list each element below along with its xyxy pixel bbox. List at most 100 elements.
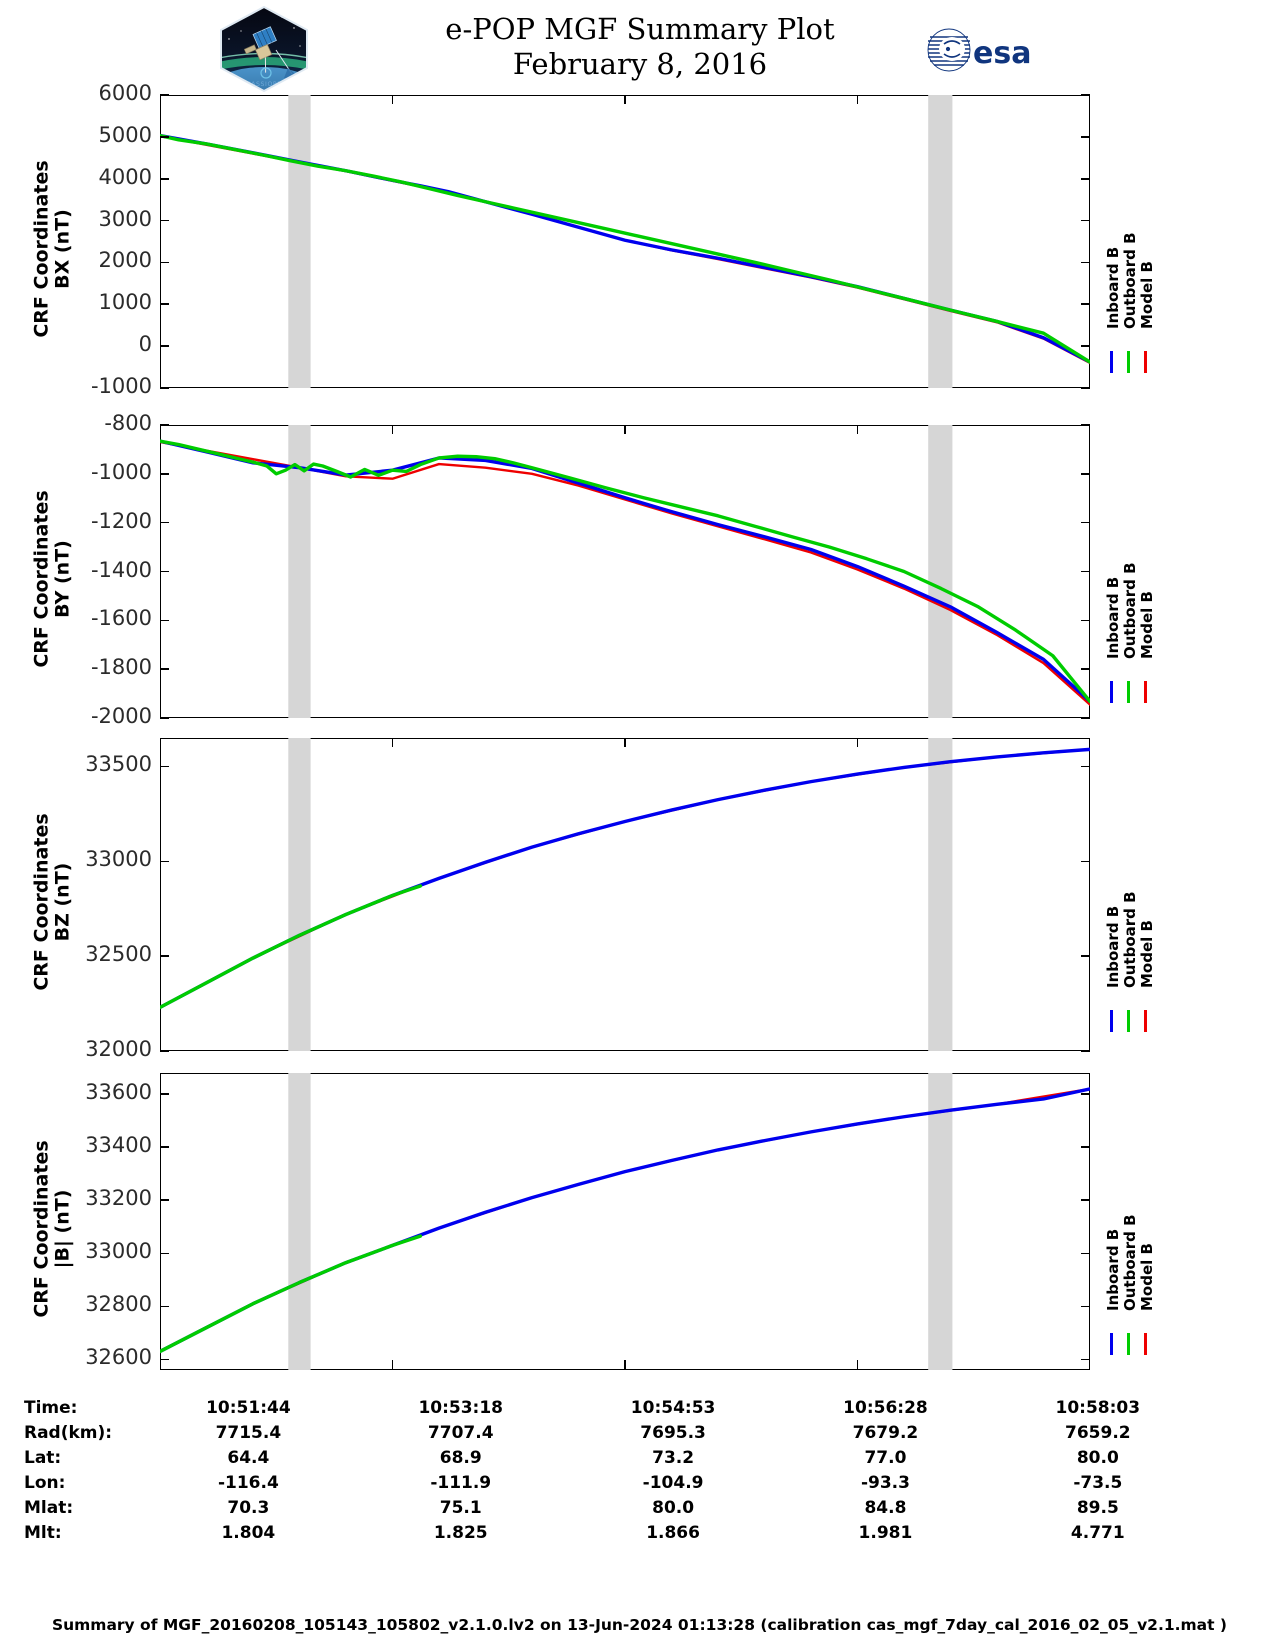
- y-axis-label-line1: CRF Coordinates: [30, 1139, 52, 1318]
- legend-swatch-inboard: [1110, 681, 1113, 704]
- y-tick-label: 33400: [85, 1133, 152, 1158]
- shaded-band-0: [288, 95, 311, 388]
- legend-label-inboard: Inboard B: [1104, 577, 1122, 660]
- table-row-label: Lon:: [24, 1473, 66, 1493]
- legend-panel-3: Inboard B Outboard B Model B: [1104, 1073, 1214, 1370]
- legend-panel-2: Inboard B Outboard B Model B: [1104, 738, 1214, 1051]
- footer-summary-text: Summary of MGF_20160208_105143_105802_v2…: [51, 1616, 1228, 1634]
- y-tickmark: [160, 955, 169, 957]
- y-tickmark-right: [1081, 570, 1090, 573]
- y-tickmark-right: [1081, 619, 1090, 622]
- y-tickmark: [160, 1199, 169, 1202]
- y-tickmark: [160, 424, 169, 426]
- y-tick-label: 3000: [98, 206, 152, 231]
- y-tick-label: 33000: [85, 1239, 152, 1264]
- y-tickmark: [160, 473, 169, 475]
- x-tickmark: [856, 425, 859, 434]
- legend-label-outboard: Outboard B: [1121, 232, 1139, 330]
- esa-agency-logo-icon: esa: [925, 26, 1045, 74]
- legend-label-outboard: Outboard B: [1121, 1214, 1139, 1311]
- y-axis-label-line2: BY (nT): [51, 539, 73, 618]
- y-tickmark: [160, 1305, 169, 1308]
- y-tickmark-right: [1081, 1093, 1090, 1095]
- y-axis-label-line1: CRF Coordinates: [30, 812, 52, 991]
- table-cell: 89.5: [1076, 1498, 1119, 1518]
- table-row-label: Mlat:: [24, 1498, 74, 1518]
- shaded-band-1: [928, 95, 953, 388]
- y-tickmark-right: [1081, 717, 1090, 719]
- legend-panel-1: Inboard B Outboard B Model B: [1104, 425, 1214, 718]
- legend-label-inboard: Inboard B: [1104, 1228, 1122, 1311]
- table-cell: 84.8: [864, 1498, 907, 1518]
- legend-swatch-model: [1144, 681, 1147, 704]
- y-tickmark: [160, 345, 169, 347]
- legend-swatch-inboard: [1110, 1010, 1113, 1033]
- y-tick-label: 33200: [85, 1186, 152, 1211]
- table-cell: 73.2: [652, 1448, 695, 1468]
- y-tickmark: [160, 303, 169, 306]
- table-cell: 77.0: [864, 1448, 907, 1468]
- legend-swatch-model: [1144, 1332, 1147, 1355]
- plot-svg-3: [160, 1073, 1090, 1370]
- table-row-label: Mlt:: [24, 1523, 62, 1543]
- y-tickmark-right: [1081, 860, 1090, 863]
- y-tick-label: -1800: [90, 655, 152, 680]
- y-axis-label-line2: BZ (nT): [51, 862, 73, 941]
- table-row: Mlt: 1.804 1.825 1.866 1.981 4.771: [24, 1521, 1204, 1546]
- y-tickmark: [160, 521, 169, 524]
- series-outboard-b-panel-0: [160, 133, 1090, 364]
- y-tickmark-right: [1081, 219, 1090, 222]
- page-header: CASSIOPE e-POP MGF Summary Plot February…: [0, 0, 1275, 93]
- legend-swatch-outboard: [1127, 1332, 1130, 1355]
- table-row: Mlat: 70.3 75.1 80.0 84.8 89.5: [24, 1496, 1204, 1521]
- table-cell: 7715.4: [215, 1423, 282, 1443]
- y-tickmark-right: [1081, 94, 1090, 96]
- mission-logo-label: CASSIOPE: [246, 81, 282, 88]
- table-row: Time: 10:51:44 10:53:18 10:54:53 10:56:28 10:…: [24, 1396, 1204, 1421]
- shaded-band-0: [288, 1073, 311, 1370]
- table-cell: 7695.3: [640, 1423, 706, 1443]
- y-tick-label: 32800: [85, 1292, 152, 1317]
- plot-svg-0: [160, 95, 1090, 388]
- legend-label-outboard: Outboard B: [1121, 891, 1139, 989]
- x-tickmark: [391, 95, 394, 104]
- y-tickmark: [160, 765, 169, 768]
- y-tickmark: [160, 1050, 169, 1052]
- y-axis-label-panel-3: CRF Coordinates |B| (nT): [30, 1080, 73, 1377]
- y-tickmark: [160, 136, 169, 138]
- table-row: Lat: 64.4 68.9 73.2 77.0 80.0: [24, 1446, 1204, 1471]
- table-cell: 1.866: [646, 1523, 700, 1543]
- legend-swatch-model: [1144, 1010, 1147, 1033]
- x-tickmark: [856, 1360, 859, 1369]
- y-tick-label: -1400: [90, 557, 152, 582]
- y-tickmark-right: [1081, 136, 1090, 138]
- y-tick-label: 32600: [85, 1345, 152, 1370]
- y-tickmark-right: [1081, 424, 1090, 426]
- title-line-1: e-POP MGF Summary Plot: [445, 12, 835, 46]
- y-tick-label: 0: [138, 332, 152, 357]
- y-tick-label: 33000: [85, 847, 152, 872]
- series-inboard-b-panel-1: [160, 439, 1090, 704]
- table-cell: 7659.2: [1065, 1423, 1131, 1443]
- y-tickmark-right: [1081, 177, 1090, 180]
- y-axis-label-panel-1: CRF Coordinates BY (nT): [30, 432, 73, 725]
- table-cell: 75.1: [439, 1498, 482, 1518]
- shaded-band-1: [928, 425, 953, 718]
- y-axis-label-panel-2: CRF Coordinates BZ (nT): [30, 745, 73, 1058]
- y-tickmark-right: [1081, 955, 1090, 957]
- table-cell: 1.804: [221, 1523, 276, 1543]
- y-tickmark-right: [1081, 765, 1090, 768]
- plot-panel-2: 33500 33000 32500 32000 CRF Coordinates BZ (n…: [30, 738, 1156, 1061]
- legend-label-outboard: Outboard B: [1121, 562, 1139, 660]
- table-cell: 4.771: [1070, 1523, 1125, 1543]
- y-axis-label-line2: |B| (nT): [51, 1189, 73, 1268]
- y-tickmark-right: [1081, 521, 1090, 524]
- table-cell: 80.0: [652, 1498, 695, 1518]
- x-tickmark: [856, 738, 859, 747]
- plot-svg-2: [160, 738, 1090, 1051]
- y-tickmark-right: [1081, 1199, 1090, 1202]
- esa-wordmark: esa: [973, 36, 1031, 71]
- x-tickmark: [624, 95, 626, 104]
- table-cell: 10:51:44: [206, 1398, 291, 1418]
- y-tickmark: [160, 1146, 169, 1149]
